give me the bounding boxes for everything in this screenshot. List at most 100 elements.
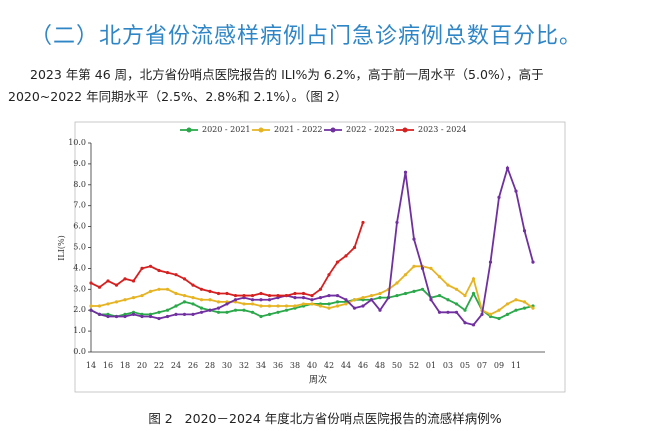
x-tick-label: 18 bbox=[120, 361, 130, 370]
marker bbox=[131, 296, 136, 300]
marker bbox=[233, 308, 238, 312]
marker bbox=[531, 260, 535, 264]
marker bbox=[250, 302, 255, 306]
x-tick-label: 16 bbox=[103, 361, 113, 370]
x-tick-label: 46 bbox=[358, 361, 368, 370]
marker bbox=[454, 302, 459, 306]
marker bbox=[361, 304, 365, 308]
marker bbox=[335, 293, 340, 298]
marker bbox=[259, 314, 263, 319]
marker bbox=[242, 308, 246, 312]
marker bbox=[318, 304, 323, 308]
marker bbox=[225, 310, 229, 314]
marker bbox=[301, 302, 306, 306]
marker bbox=[182, 300, 187, 304]
y-axis-label: ILI(%) bbox=[57, 235, 66, 260]
marker bbox=[165, 287, 170, 291]
marker bbox=[114, 300, 119, 304]
marker bbox=[208, 289, 212, 293]
y-tick-label: 4.0 bbox=[73, 263, 86, 272]
legend-label: 2021 - 2022 bbox=[274, 125, 323, 134]
x-tick-label: 28 bbox=[205, 361, 215, 370]
marker bbox=[412, 237, 416, 241]
marker bbox=[352, 298, 357, 302]
marker bbox=[106, 314, 110, 319]
marker bbox=[378, 296, 382, 300]
marker bbox=[446, 298, 450, 302]
marker bbox=[191, 283, 195, 287]
marker bbox=[208, 308, 212, 312]
marker bbox=[437, 275, 442, 279]
marker bbox=[335, 260, 340, 264]
y-tick-label: 8.0 bbox=[73, 180, 86, 189]
marker bbox=[233, 293, 238, 298]
marker bbox=[522, 229, 527, 233]
marker bbox=[310, 302, 314, 306]
marker bbox=[514, 308, 518, 312]
marker bbox=[301, 291, 306, 296]
marker bbox=[335, 300, 340, 304]
marker bbox=[140, 266, 144, 270]
chart-frame bbox=[74, 121, 566, 393]
marker bbox=[276, 310, 280, 314]
marker bbox=[97, 285, 102, 289]
marker bbox=[182, 293, 187, 298]
paragraph: 2023 年第 46 周，北方省份哨点医院报告的 ILI%为 6.2%，高于前一… bbox=[8, 67, 544, 104]
x-tick-label: 22 bbox=[154, 361, 164, 370]
legend-marker bbox=[330, 127, 336, 133]
marker bbox=[505, 166, 510, 170]
marker bbox=[395, 293, 399, 298]
marker bbox=[420, 266, 425, 270]
marker bbox=[403, 291, 408, 296]
marker bbox=[471, 323, 476, 327]
x-tick-label: 32 bbox=[239, 361, 249, 370]
marker bbox=[412, 289, 416, 293]
marker bbox=[191, 296, 195, 300]
x-tick-label: 40 bbox=[307, 361, 317, 370]
y-tick-label: 9.0 bbox=[73, 159, 86, 168]
marker bbox=[123, 277, 127, 281]
marker bbox=[199, 310, 204, 314]
x-tick-label: 50 bbox=[392, 361, 402, 370]
marker bbox=[505, 302, 510, 306]
marker bbox=[123, 314, 127, 319]
marker bbox=[420, 287, 425, 291]
marker bbox=[514, 189, 518, 193]
marker bbox=[403, 273, 408, 277]
marker bbox=[191, 312, 195, 316]
y-tick-label: 6.0 bbox=[73, 222, 86, 231]
marker bbox=[531, 306, 535, 310]
marker bbox=[225, 302, 229, 306]
marker bbox=[361, 296, 365, 300]
marker bbox=[284, 304, 289, 308]
x-tick-label: 38 bbox=[290, 361, 300, 370]
marker bbox=[174, 312, 178, 316]
y-tick-label: 7.0 bbox=[73, 201, 86, 210]
y-tick-label: 5.0 bbox=[73, 243, 86, 252]
marker bbox=[497, 308, 501, 312]
marker bbox=[182, 312, 187, 316]
marker bbox=[284, 293, 289, 298]
legend-marker bbox=[402, 127, 408, 133]
marker bbox=[199, 306, 204, 310]
marker bbox=[97, 312, 102, 316]
marker bbox=[148, 314, 153, 319]
heading: （二）北方省份流感样病例占门急诊病例总数百分比。 bbox=[30, 24, 583, 49]
marker bbox=[267, 298, 272, 302]
marker bbox=[157, 316, 161, 321]
marker bbox=[174, 291, 178, 296]
legend-label: 2020 - 2021 bbox=[202, 125, 251, 134]
marker bbox=[344, 298, 348, 302]
marker bbox=[310, 293, 314, 298]
x-tick-label: 48 bbox=[375, 361, 385, 370]
x-tick-label: 01 bbox=[426, 361, 436, 370]
marker bbox=[216, 291, 221, 296]
caption: 图 2 2020－2024 年度北方省份哨点医院报告的流感样病例% bbox=[148, 411, 502, 426]
marker bbox=[463, 308, 467, 312]
marker bbox=[505, 312, 510, 316]
marker bbox=[437, 310, 442, 314]
y-tick-label: 0.0 bbox=[73, 347, 86, 356]
marker bbox=[191, 302, 195, 306]
marker bbox=[165, 314, 170, 319]
